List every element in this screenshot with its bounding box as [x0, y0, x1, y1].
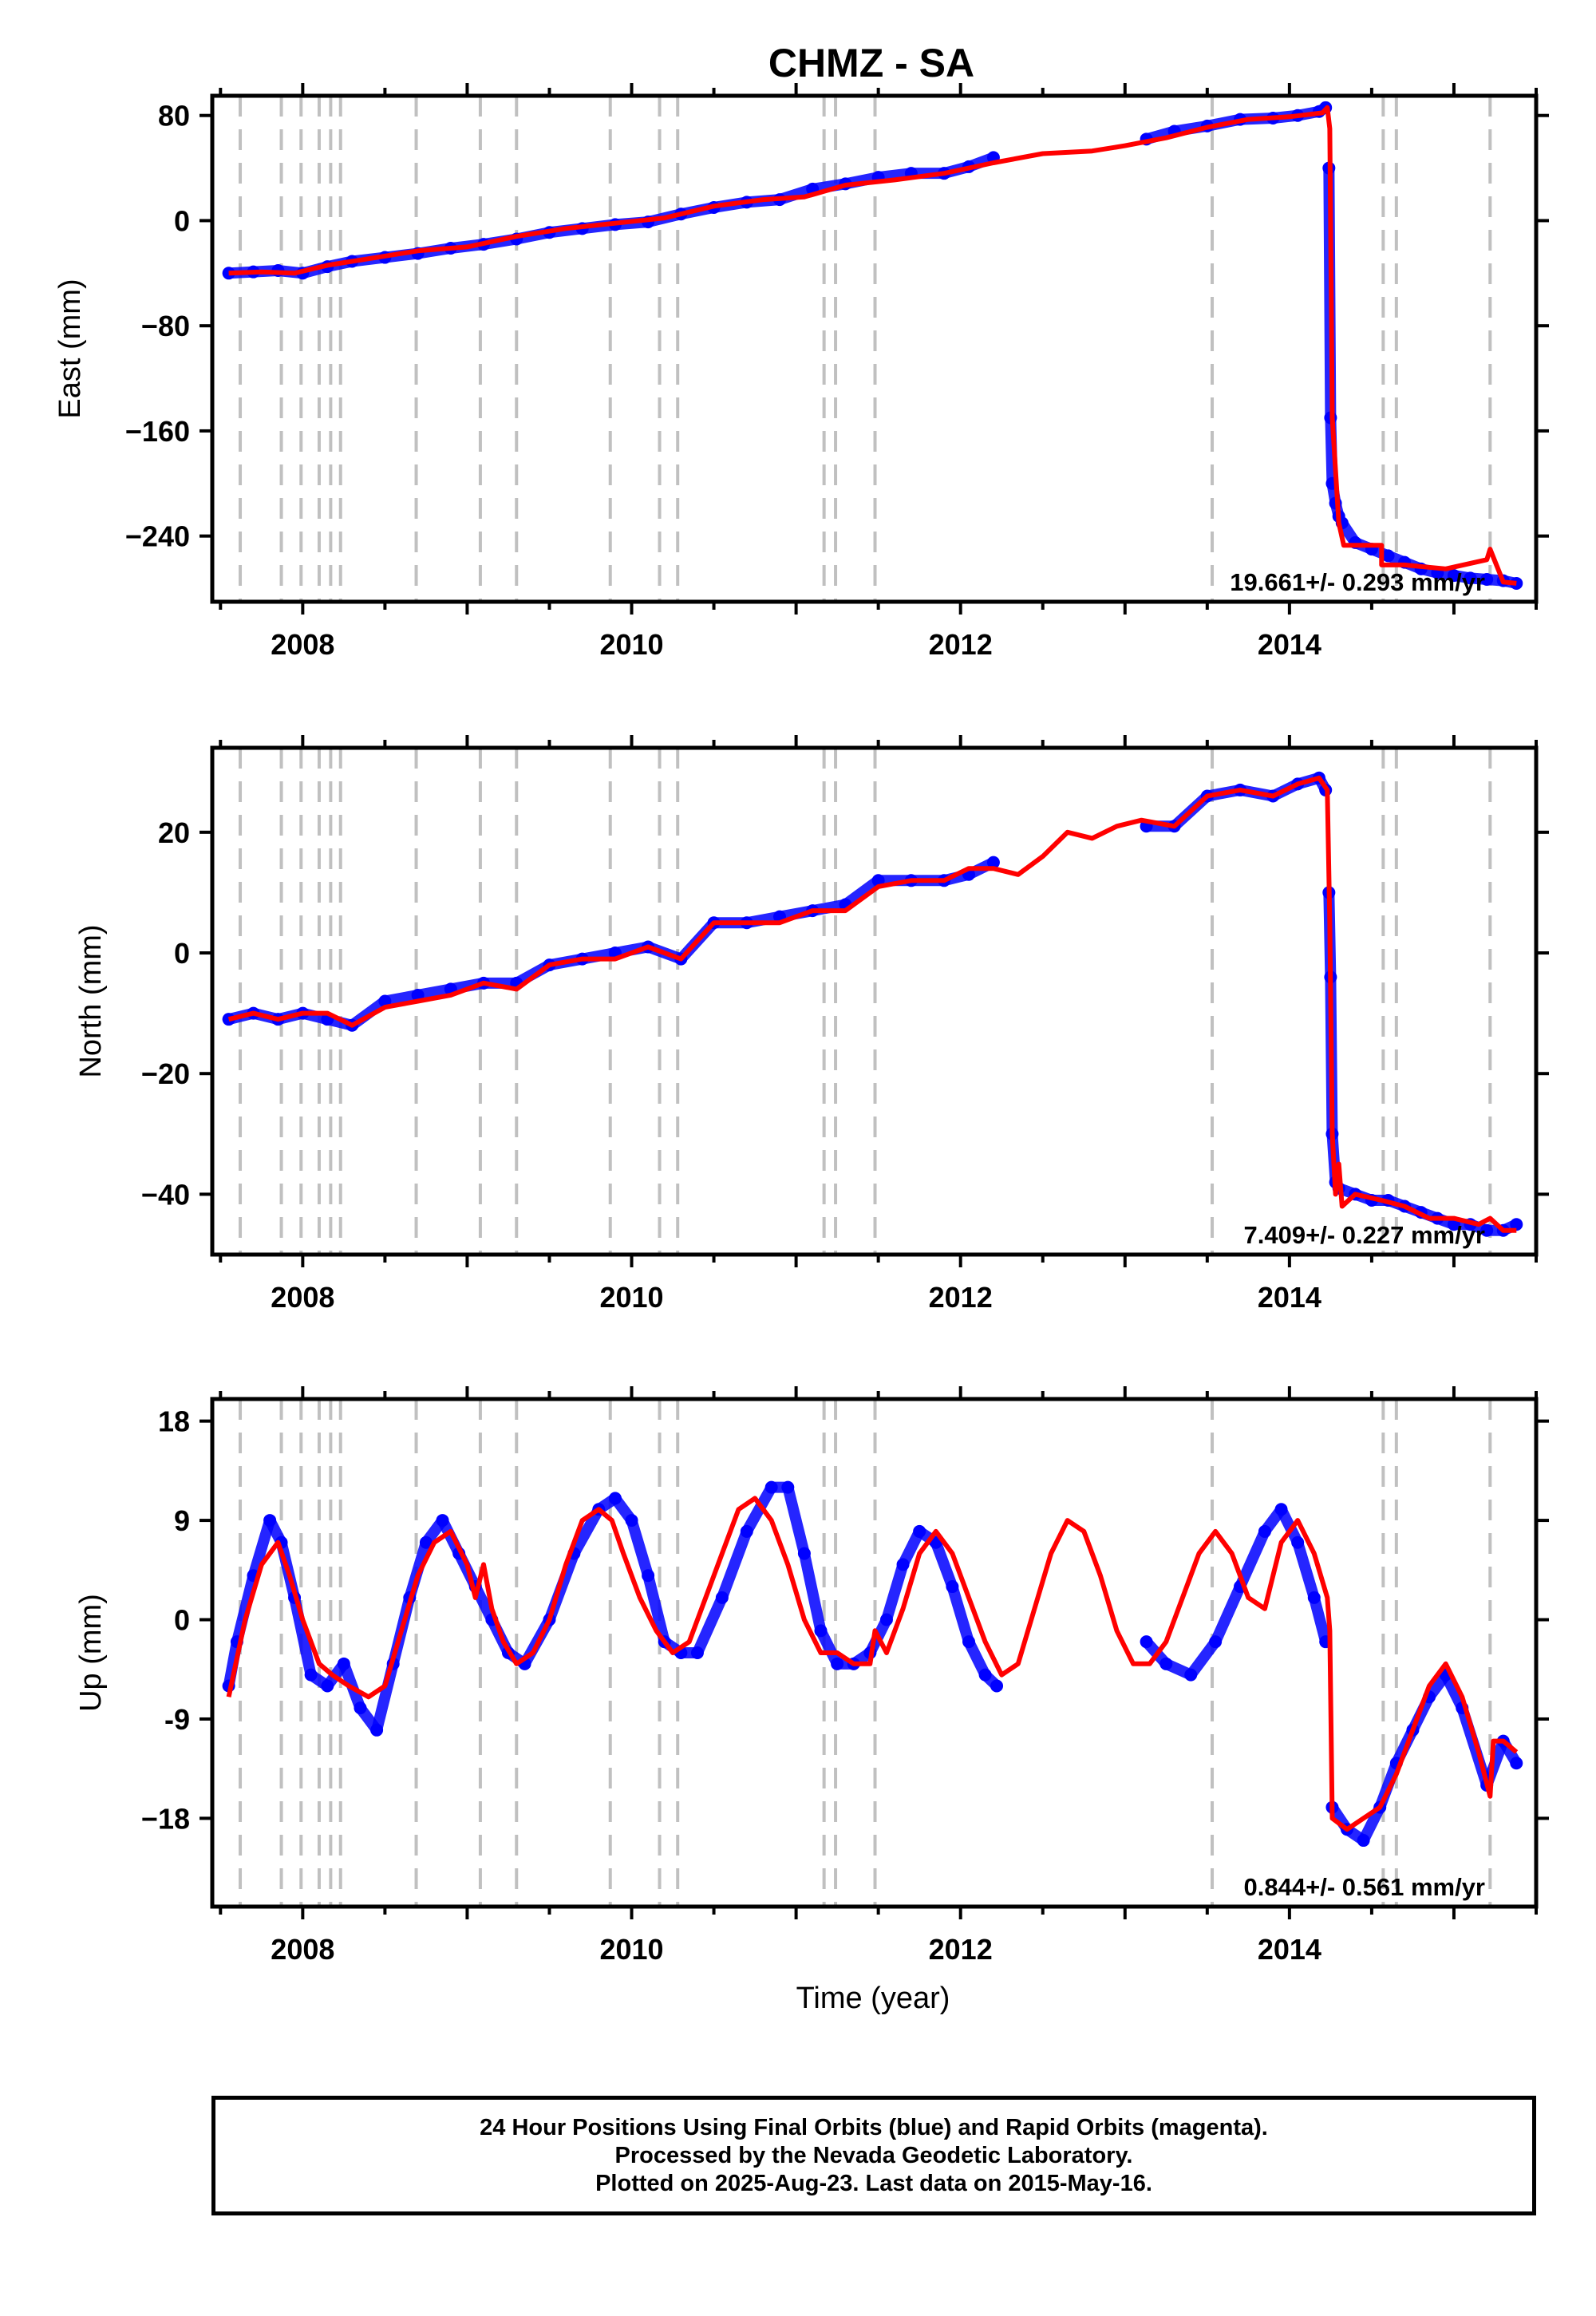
up-plot-frame — [210, 1397, 1539, 1909]
east-ytick-label: 80 — [158, 100, 190, 132]
up-data-cloud — [642, 1570, 670, 1648]
up-data-cloud — [1235, 1525, 1270, 1593]
up-xtick-label: 2012 — [929, 1933, 993, 1966]
up-axis-ticks: 18 9 0 -9 −18 2008 2010 2012 2014 — [141, 1386, 1549, 1966]
up-data-cloud — [782, 1481, 810, 1559]
east-xtick-label: 2012 — [929, 628, 993, 661]
up-data-cloud — [930, 1536, 958, 1593]
north-data-marks — [222, 771, 1523, 1237]
up-ytick-label: −18 — [141, 1802, 190, 1835]
east-model-line — [228, 105, 1517, 586]
up-data-cloud — [247, 1515, 276, 1582]
up-ytick-label: -9 — [164, 1703, 190, 1736]
up-data-cloud — [716, 1525, 753, 1603]
up-ytick-label: 9 — [174, 1504, 190, 1537]
up-data-cloud — [231, 1570, 259, 1648]
footer-line-3: Plotted on 2025-Aug-23. Last data on 201… — [595, 2170, 1152, 2196]
up-data-cloud — [691, 1591, 728, 1658]
up-model-line — [226, 1496, 1519, 1832]
east-ytick-label: −240 — [125, 520, 190, 553]
up-data-cloud — [1185, 1636, 1222, 1681]
north-xtick-label: 2012 — [929, 1281, 993, 1314]
up-data-cloud — [741, 1481, 777, 1537]
east-xtick-label: 2010 — [599, 628, 663, 661]
up-data-point — [1510, 1757, 1523, 1770]
east-ytick-label: 0 — [174, 204, 190, 237]
up-ytick-label: 18 — [158, 1405, 190, 1438]
footer-box: 24 Hour Positions Using Final Orbits (bl… — [211, 2096, 1536, 2215]
north-rate-label: 7.409+/- 0.227 mm/yr — [1244, 1221, 1485, 1249]
east-rate-label: 19.661+/- 0.293 mm/yr — [1230, 568, 1485, 596]
north-ytick-label: 20 — [158, 816, 190, 849]
north-ytick-label: −40 — [141, 1178, 190, 1211]
east-plot-frame — [210, 93, 1539, 604]
up-data-cloud — [223, 1636, 243, 1692]
chart-title: CHMZ - SA — [768, 41, 974, 85]
east-xtick-label: 2014 — [1258, 628, 1321, 661]
footer-line-2: Processed by the Nevada Geodetic Laborat… — [614, 2142, 1133, 2168]
up-data-marks — [222, 1480, 1523, 1848]
up-data-cloud — [289, 1591, 317, 1681]
up-data-cloud — [798, 1547, 827, 1637]
up-data-cloud — [1292, 1536, 1320, 1603]
up-data-point — [990, 1679, 1004, 1693]
up-data-cloud — [880, 1559, 909, 1626]
up-rate-label: 0.844+/- 0.561 mm/yr — [1244, 1873, 1485, 1901]
north-xtick-label: 2008 — [271, 1281, 334, 1314]
north-data-point — [1510, 1218, 1523, 1231]
x-axis-label: Time (year) — [796, 1982, 950, 2015]
north-plot-frame — [210, 745, 1539, 1257]
east-panel: 80 0 −80 −160 −240 2008 2010 2012 2014 East (mm)… — [53, 83, 1549, 661]
up-data-cloud — [1308, 1591, 1332, 1648]
up-data-cloud — [568, 1504, 605, 1559]
up-xtick-label: 2014 — [1258, 1933, 1321, 1966]
north-event-lines — [239, 748, 1492, 1255]
north-xtick-label: 2010 — [599, 1281, 663, 1314]
north-data-point — [986, 856, 1000, 869]
up-y-axis-label: Up (mm) — [74, 1594, 108, 1712]
north-xtick-label: 2014 — [1258, 1281, 1321, 1314]
east-y-axis-label: East (mm) — [53, 279, 87, 418]
up-xtick-label: 2010 — [599, 1933, 663, 1966]
up-data-cloud — [1210, 1581, 1246, 1648]
east-data-marks — [222, 101, 1523, 590]
east-ytick-label: −160 — [125, 415, 190, 448]
east-event-lines — [239, 96, 1492, 602]
up-ytick-label: 0 — [174, 1604, 190, 1637]
footer-line-1: 24 Hour Positions Using Final Orbits (bl… — [480, 2114, 1268, 2140]
north-axis-ticks: 20 0 −20 −40 2008 2010 2012 2014 — [141, 735, 1549, 1314]
east-axis-ticks: 80 0 −80 −160 −240 2008 2010 2012 2014 — [125, 83, 1549, 661]
north-y-axis-label: North (mm) — [74, 924, 108, 1077]
north-data-cloud — [839, 875, 884, 911]
up-data-cloud — [946, 1581, 974, 1648]
up-panel: 18 9 0 -9 −18 2008 2010 2012 2014 Up (mm) 0.844+… — [74, 1386, 1549, 1966]
north-ytick-label: 0 — [174, 937, 190, 970]
north-panel: 20 0 −20 −40 2008 2010 2012 2014 North (mm) 7.4… — [74, 735, 1549, 1314]
north-ytick-label: −20 — [141, 1057, 190, 1090]
up-data-cloud — [626, 1515, 654, 1582]
east-ytick-label: −80 — [141, 310, 190, 342]
north-model-line — [227, 775, 1517, 1233]
up-xtick-label: 2008 — [271, 1933, 334, 1966]
east-xtick-label: 2008 — [271, 628, 334, 661]
